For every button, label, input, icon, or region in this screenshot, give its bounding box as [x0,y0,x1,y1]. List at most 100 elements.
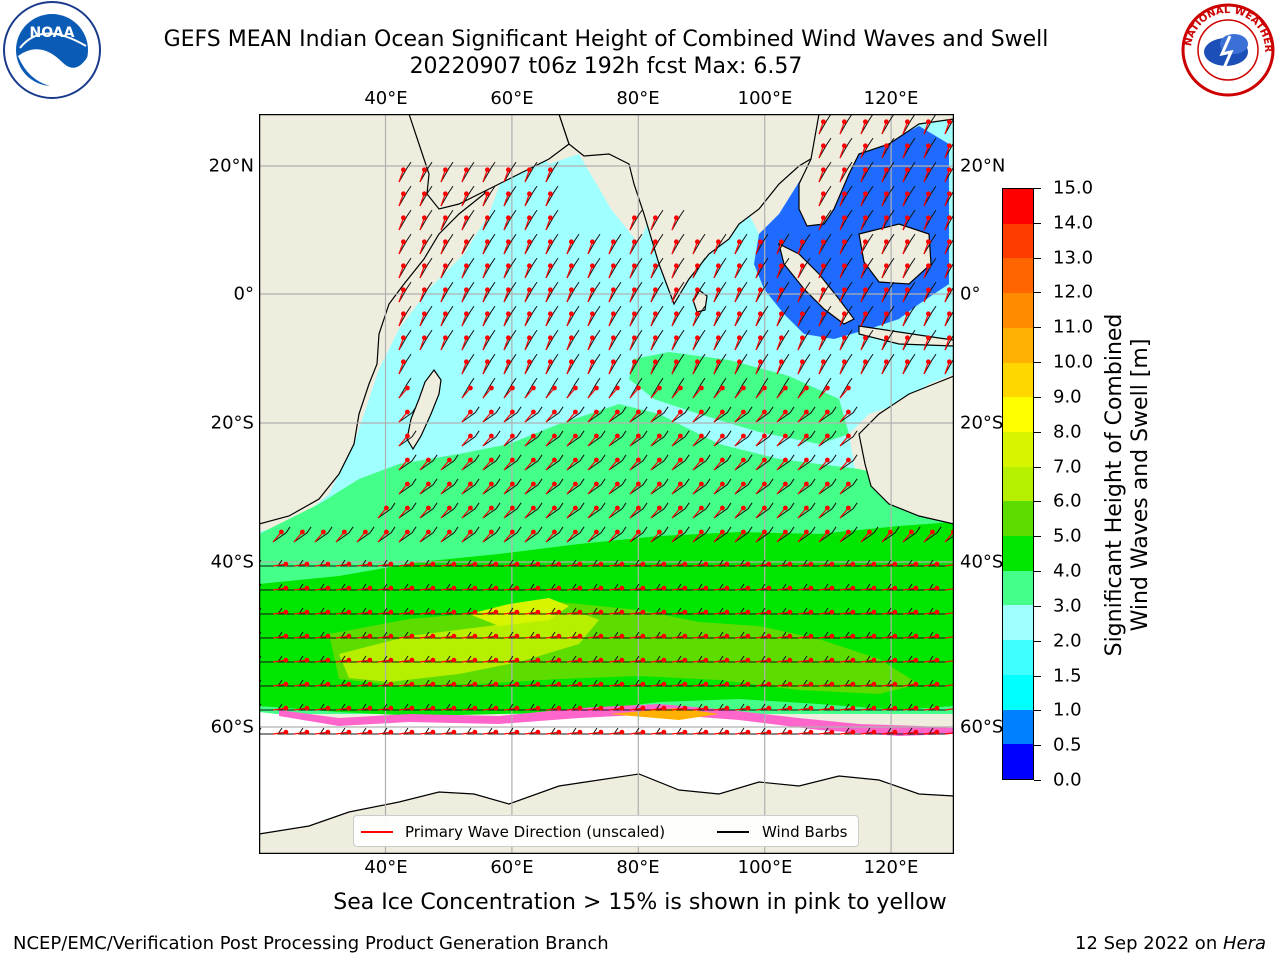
colorbar-tick-mark [1034,257,1041,259]
wind-barb [482,454,501,471]
wave-direction-arrowhead [463,335,469,341]
wave-direction-arrowhead [783,409,788,415]
map-legend: Primary Wave Direction (unscaled) Wind B… [353,815,859,847]
wind-barb [571,727,588,735]
wind-barb [340,631,357,639]
wind-barb [482,406,501,423]
wind-barb [461,406,480,423]
wave-direction-arrowhead [463,167,469,173]
wind-barb [529,703,546,711]
colorbar-tick-mark [1034,396,1041,398]
wave-direction-arrowhead [737,287,742,293]
wave-direction-arrowhead [821,119,826,125]
wind-barb [902,329,916,351]
wind-barb [671,329,685,351]
wind-barb [655,703,672,711]
wave-direction-arrowhead [703,705,709,711]
colorbar-tick-label: 1.5 [1053,665,1082,687]
wave-direction-arrowhead [531,529,536,535]
wave-direction-arrowhead [362,529,368,535]
wind-barb [613,703,630,711]
wave-direction-arrowhead [829,561,835,567]
wave-direction-arrowhead [905,215,910,221]
wave-direction-arrowhead [905,191,910,197]
wind-barb [524,353,538,375]
wind-barb [466,679,483,687]
wave-direction-arrowhead [421,167,427,173]
wave-direction-arrowhead [741,457,746,463]
lat-tick-right-40s: 40°S [960,551,1004,573]
wave-direction-arrowhead [800,311,805,317]
wind-barb [718,631,735,639]
wind-barb [634,655,651,663]
wind-barb [613,679,630,687]
wind-barb [671,430,690,447]
wave-direction-arrowhead [871,609,877,615]
wind-barb [734,526,753,543]
wind-barb [340,727,357,735]
wave-direction-arrowhead [325,561,331,567]
footer-date-text: 12 Sep 2022 on [1075,933,1223,954]
wave-direction-arrowhead [724,609,730,615]
wind-barb [860,209,874,231]
wind-barb [545,233,559,255]
wind-barb [508,655,525,663]
wave-direction-arrowhead [745,585,751,591]
wind-barb [818,478,837,495]
wind-barb [697,679,714,687]
wind-barb [802,655,819,663]
wind-barb [907,607,924,615]
wave-direction-arrowhead [892,585,898,591]
wave-direction-arrowhead [821,311,826,317]
wave-direction-arrowhead [388,681,394,687]
wind-barb [629,454,648,471]
wave-direction-arrowhead [463,191,469,197]
wave-direction-arrowhead [947,359,952,365]
wave-direction-arrowhead [653,311,658,317]
wave-direction-arrowhead [404,433,410,439]
wave-direction-arrowhead [695,263,700,269]
wind-barb [482,185,496,207]
wave-direction-arrowhead [720,529,725,535]
wind-barb [482,353,496,375]
wave-direction-arrowhead [493,609,499,615]
wind-barb [755,329,769,351]
wave-direction-arrowhead [703,585,709,591]
wind-barb [881,353,895,375]
wind-barb [550,559,567,567]
wind-barb [907,703,924,711]
wave-direction-arrowhead [779,359,784,365]
colorbar-tick-label: 14.0 [1053,212,1094,234]
colorbar-segment [1003,604,1033,641]
wind-barb [692,377,706,399]
lat-tick-left-60s: 60°S [210,716,254,738]
colorbar-segment [1003,257,1033,294]
chart-title: GEFS MEAN Indian Ocean Significant Heigh… [163,27,1049,52]
wave-height-map [259,114,954,854]
colorbar [1002,188,1034,780]
wind-barb [839,161,853,183]
wind-barb [524,161,538,183]
lat-tick-right-60s: 60°S [960,716,1004,738]
wind-barb [629,329,643,351]
wind-barb [755,406,774,423]
wave-direction-arrowhead [913,585,919,591]
colorbar-tick-label: 11.0 [1053,316,1094,338]
wind-barb [692,233,706,255]
wave-direction-arrowhead [871,585,877,591]
wave-direction-arrowhead [590,335,595,341]
wind-barb [398,478,417,495]
wind-barb [760,679,777,687]
wind-barb [503,526,522,543]
wave-direction-arrowhead [892,561,898,567]
wave-direction-arrowhead [430,729,436,735]
wind-barb [802,679,819,687]
wave-direction-arrowhead [409,561,415,567]
wind-barb [655,607,672,615]
wave-direction-arrowhead [430,561,436,567]
wind-barb [923,137,937,159]
wind-barb [650,406,669,423]
wind-barb [860,137,874,159]
wind-barb [298,655,315,663]
wind-barb [881,161,895,183]
